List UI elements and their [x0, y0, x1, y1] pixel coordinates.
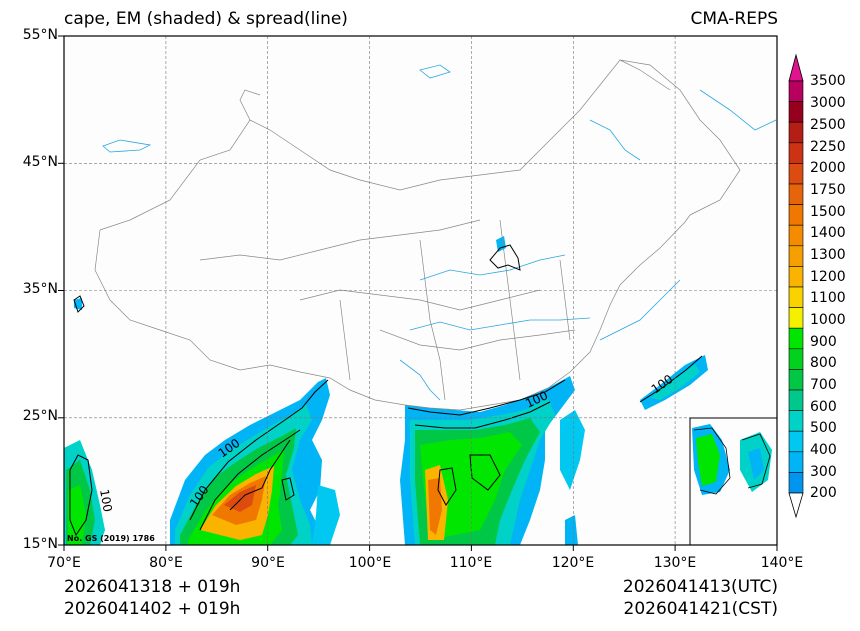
map-approval-number: No. GS (2019) 1786 — [67, 534, 155, 543]
lat-label-35: 35°N — [22, 281, 58, 297]
colorbar-label: 1100 — [810, 290, 846, 306]
colorbar-swatch — [788, 307, 804, 329]
colorbar-label: 700 — [810, 377, 837, 393]
colorbar-swatch — [788, 224, 804, 247]
lat-label-25: 25°N — [22, 408, 58, 424]
admin-borders — [94, 59, 741, 411]
colorbar-label: 2000 — [810, 160, 846, 176]
lon-label-80: 80°E — [149, 555, 183, 571]
lon-label-70: 70°E — [47, 555, 81, 571]
colorbar-swatch — [788, 163, 804, 185]
colorbar-swatch — [788, 451, 804, 473]
colorbar-swatch — [788, 369, 804, 391]
lon-label-100: 100°E — [348, 555, 392, 571]
colorbar-swatch — [788, 410, 804, 432]
rivers-coastline — [102, 64, 777, 401]
colorbar-label: 1300 — [810, 247, 846, 263]
lon-label-90: 90°E — [251, 555, 285, 571]
colorbar-swatch — [788, 266, 804, 288]
init-time-utc: 2026041318 + 019h — [64, 577, 241, 597]
lon-label-110: 110°E — [449, 555, 493, 571]
lat-label-15: 15°N — [22, 536, 58, 552]
colorbar-swatch — [788, 101, 804, 123]
contour-label: 100 — [97, 488, 115, 513]
colorbar-label: 1500 — [810, 204, 846, 220]
colorbar-swatch — [788, 472, 804, 494]
colorbar-swatch — [788, 286, 804, 308]
south-china-sea-inset — [689, 417, 778, 546]
colorbar-label: 900 — [810, 334, 837, 350]
lon-label-140: 140°E — [760, 555, 804, 571]
lon-label-120: 120°E — [551, 555, 595, 571]
model-name: CMA-REPS — [690, 9, 778, 29]
colorbar — [788, 53, 804, 519]
colorbar-swatch — [788, 245, 804, 267]
colorbar-label: 1000 — [810, 312, 846, 328]
colorbar-label: 600 — [810, 399, 837, 415]
colorbar-swatch — [788, 204, 804, 226]
colorbar-swatch — [788, 430, 804, 453]
gridlines — [64, 36, 777, 545]
colorbar-swatch — [788, 183, 804, 205]
cape-field-south-china — [400, 355, 708, 545]
colorbar-swatch — [788, 80, 804, 102]
colorbar-swatch — [788, 121, 804, 144]
colorbar-extend-bottom — [788, 492, 804, 519]
colorbar-swatch — [788, 327, 804, 350]
colorbar-swatch — [788, 389, 804, 411]
valid-time-utc: 2026041413(UTC) — [622, 577, 778, 597]
spread-contours — [69, 244, 703, 537]
colorbar-label: 200 — [810, 485, 837, 501]
colorbar-label: 800 — [810, 355, 837, 371]
lon-label-130: 130°E — [653, 555, 697, 571]
colorbar-label: 400 — [810, 442, 837, 458]
colorbar-label: 2500 — [810, 117, 846, 133]
colorbar-label: 500 — [810, 420, 837, 436]
colorbar-label: 1200 — [810, 269, 846, 285]
colorbar-label: 3500 — [810, 73, 846, 89]
colorbar-label: 1750 — [810, 182, 846, 198]
colorbar-swatch — [788, 142, 804, 164]
colorbar-label: 2250 — [810, 139, 846, 155]
lat-label-55: 55°N — [22, 27, 58, 43]
colorbar-extend-top — [788, 53, 804, 82]
colorbar-label: 3000 — [810, 95, 846, 111]
colorbar-label: 300 — [810, 464, 837, 480]
colorbar-swatch — [788, 348, 804, 370]
chart-title: cape, EM (shaded) & spread(line) — [64, 9, 348, 29]
valid-time-cst: 2026041421(CST) — [623, 599, 778, 619]
colorbar-label: 1400 — [810, 225, 846, 241]
init-time-cst: 2026041402 + 019h — [64, 599, 241, 619]
lat-label-45: 45°N — [22, 154, 58, 170]
